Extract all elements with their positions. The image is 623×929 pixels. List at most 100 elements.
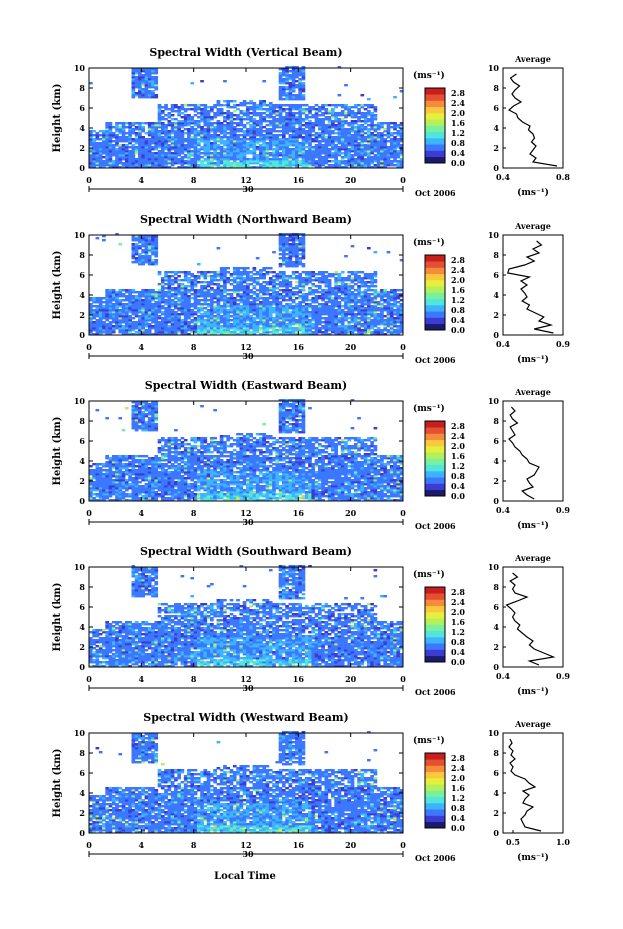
heatmap-cell [147,259,152,262]
heatmap-cell [196,104,201,107]
heatmap-cell [111,331,116,334]
heatmap-cell [317,295,322,298]
heatmap-cell [278,80,283,83]
heatmap-cell [288,245,293,248]
heatmap-cell [291,247,296,250]
heatmap-cell [141,152,145,155]
heatmap-cell [147,130,152,133]
heatmap-cell [196,158,201,161]
heatmap-cell [239,293,244,296]
heatmap-cell [200,80,204,83]
heatmap-cell [124,152,129,155]
heatmap-cell [291,74,296,77]
heatmap-cell [321,106,325,109]
heatmap-cell [164,321,168,324]
heatmap-cell [89,152,93,155]
heatmap-cell [89,150,93,153]
heatmap-cell [118,132,123,135]
heatmap-cell [252,299,257,302]
heatmap-cell [367,146,371,149]
heatmap-cell [301,285,306,288]
heatmap-cell [141,88,145,91]
heatmap-cell [223,104,227,107]
heatmap-cell [219,275,224,278]
heatmap-cell [327,138,332,141]
heatmap-cell [226,319,231,322]
heatmap-cell [144,239,149,242]
heatmap-cell [265,315,270,318]
heatmap-cell [396,140,401,143]
heatmap-cell [111,150,116,153]
heatmap-cell [285,146,289,149]
heatmap-cell [259,291,263,294]
heatmap-cell [226,132,231,135]
heatmap-cell [350,158,355,161]
heatmap-cell [275,154,280,157]
heatmap-cell [262,138,267,141]
heatmap-cell [340,319,345,322]
heatmap-cell [236,313,240,316]
heatmap-cell [223,305,227,308]
heatmap-cell [393,148,397,151]
heatmap-cell [210,156,214,159]
heatmap-cell [311,273,316,276]
heatmap-cell [291,70,296,73]
heatmap-cell [399,162,404,165]
heatmap-cell [134,72,139,75]
heatmap-cell [187,311,191,314]
heatmap-cell [281,156,286,159]
heatmap-cell [147,142,152,145]
heatmap-cell [138,76,142,79]
heatmap-cell [268,142,273,145]
heatmap-cell [89,132,93,135]
heatmap-cell [311,164,316,167]
heatmap-cell [370,132,374,135]
heatmap-cell [183,116,188,119]
heatmap-cell [151,293,155,296]
heatmap-cell [246,162,250,165]
heatmap-cell [236,299,240,302]
heatmap-cell [389,160,394,163]
heatmap-cell [160,152,165,155]
heatmap-cell [285,66,289,69]
heatmap-cell [308,136,312,139]
heatmap-cell [249,116,253,119]
heatmap-cell [206,309,211,312]
heatmap-cell [164,309,168,312]
heatmap-cell [259,114,263,117]
heatmap-cell [167,309,172,312]
heatmap-cell [144,261,149,264]
heatmap-cell [337,112,342,115]
heatmap-cell [327,325,332,328]
heatmap-cell [314,289,319,292]
heatmap-cell [92,160,96,163]
heatmap-cell [288,297,293,300]
heatmap-cell [246,307,250,310]
heatmap-cell [389,146,394,149]
heatmap-cell [151,122,155,125]
heatmap-cell [151,313,155,316]
heatmap-cell [265,313,270,316]
heatmap-cell [334,285,338,288]
heatmap-cell [89,315,93,318]
heatmap-cell [89,319,93,322]
heatmap-cell [164,158,168,161]
heatmap-cell [314,148,319,151]
heatmap-cell [285,98,289,101]
heatmap-cell [160,291,165,294]
heatmap-cell [216,331,221,334]
heatmap-cell [331,275,335,278]
heatmap-cell [154,311,159,314]
heatmap-cell [340,142,345,145]
heatmap-cell [174,277,178,280]
heatmap-cell [278,303,283,306]
heatmap-cell [138,255,142,258]
heatmap-cell [327,110,332,113]
heatmap-cell [108,311,113,314]
heatmap-cell [206,299,211,302]
heatmap-cell [92,327,96,330]
heatmap-cell [236,307,240,310]
heatmap-cell [304,104,309,107]
heatmap-cell [193,138,198,141]
heatmap-cell [324,146,329,149]
